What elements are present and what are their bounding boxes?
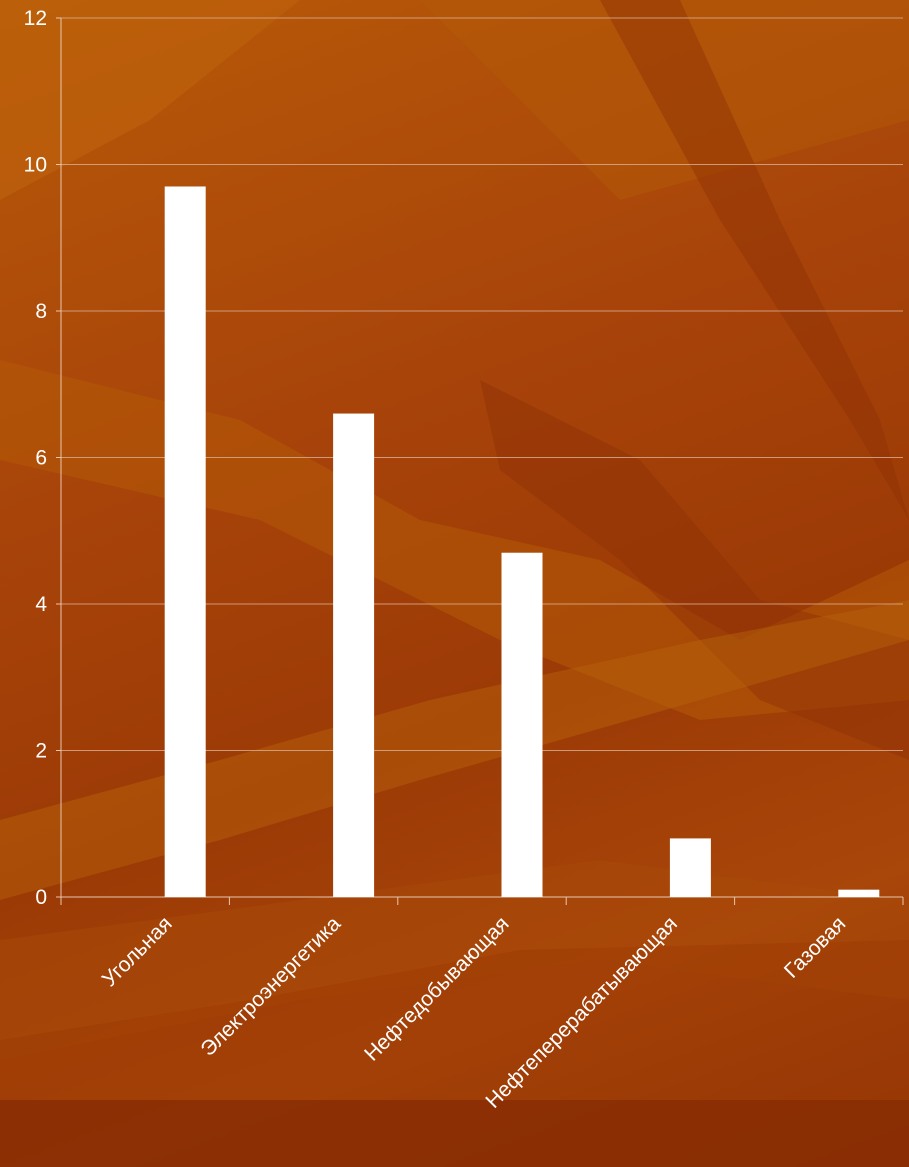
- bar: [333, 413, 375, 897]
- x-category-label: Газовая: [780, 912, 850, 982]
- y-tick-label: 0: [35, 886, 47, 909]
- bar: [501, 552, 543, 897]
- bars: [164, 186, 880, 898]
- y-tick-label: 2: [35, 740, 47, 763]
- x-category-label: Нефтеперерабатывающая: [481, 912, 682, 1113]
- y-tick-label: 8: [35, 300, 47, 323]
- y-tick-label: 6: [35, 447, 47, 470]
- x-category-label: Нефтедобывающая: [360, 912, 513, 1065]
- y-tick-label: 10: [24, 154, 47, 177]
- bar: [164, 186, 206, 898]
- x-category-label: Угольная: [98, 912, 177, 991]
- x-category-label: Электроэнергетика: [196, 912, 345, 1061]
- y-tick-label: 12: [24, 7, 47, 30]
- bar: [838, 889, 880, 897]
- bar: [669, 838, 711, 897]
- y-tick-label: 4: [35, 593, 47, 616]
- labels: 0 2 4 6 8 10 12 Угольная Электроэнергетика Нефтед…: [24, 7, 851, 1113]
